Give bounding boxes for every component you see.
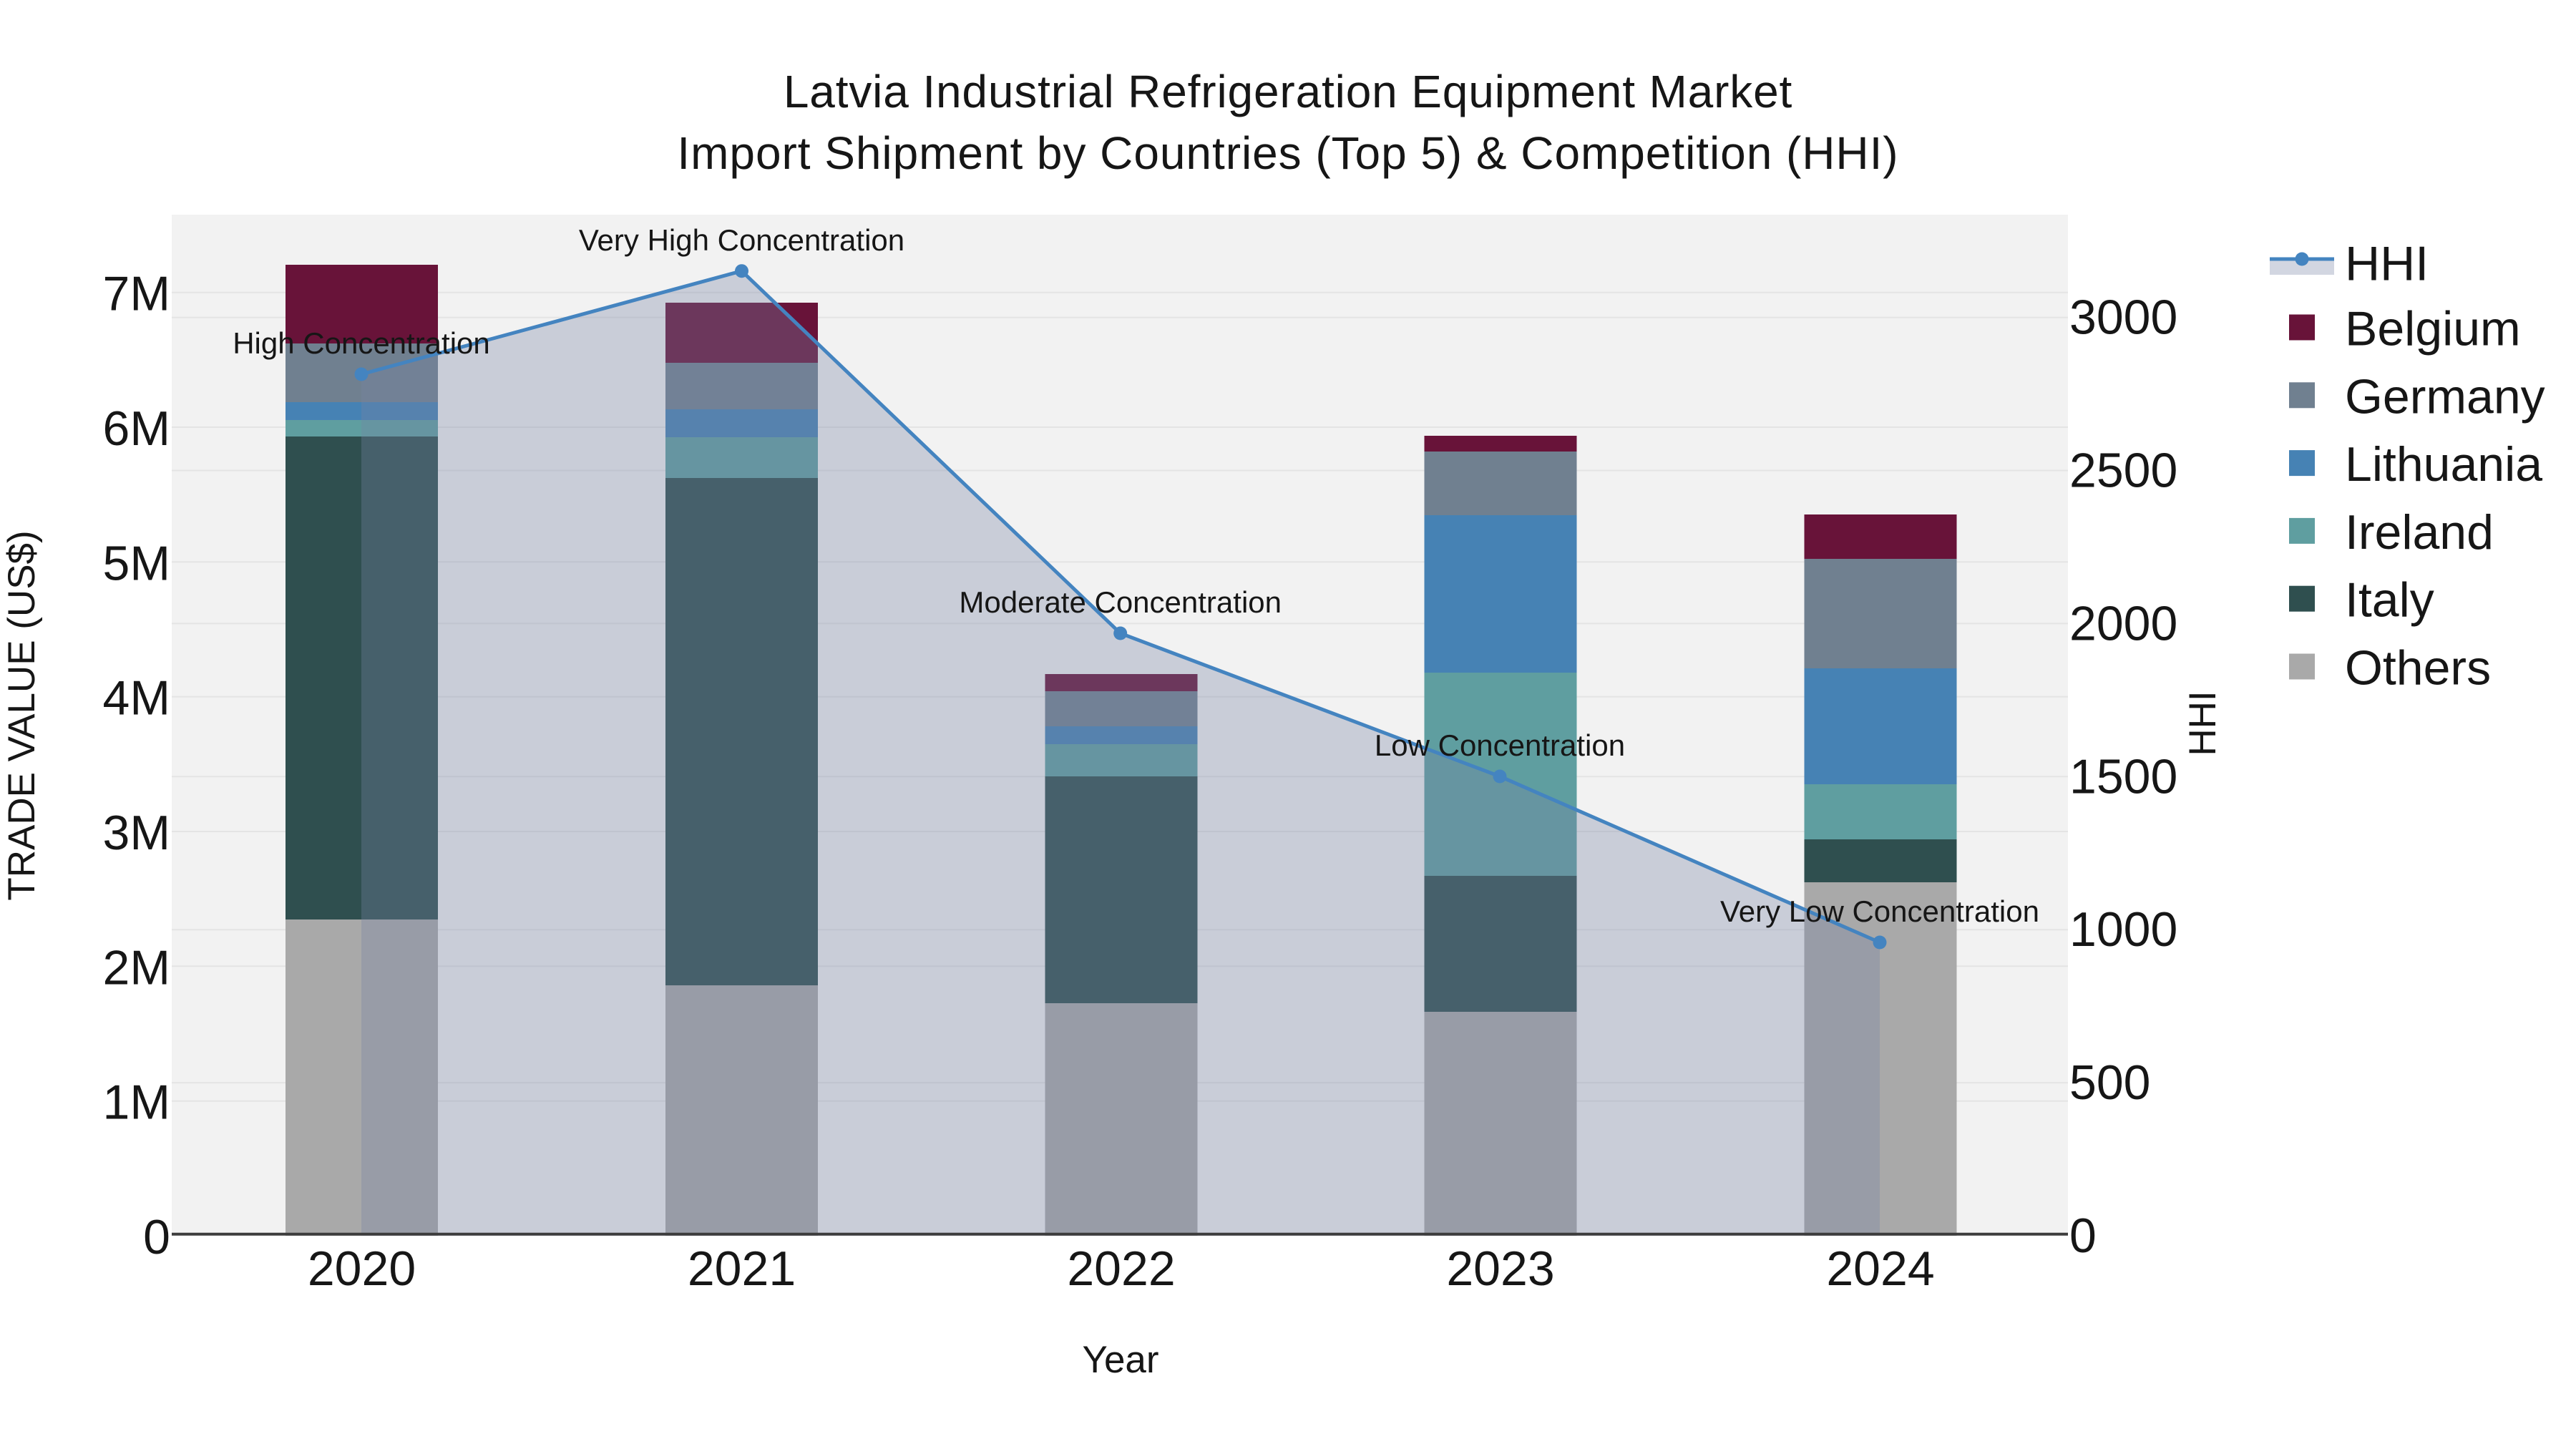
svg-text:Year: Year [1082,1339,1158,1381]
svg-text:2000: 2000 [2069,596,2177,650]
svg-text:2020: 2020 [308,1241,416,1296]
svg-text:HHI: HHI [2345,237,2429,291]
svg-text:Very High Concentration: Very High Concentration [579,223,904,257]
svg-text:7M: 7M [103,267,170,321]
svg-text:1500: 1500 [2069,749,2177,804]
svg-text:2024: 2024 [1826,1241,1934,1296]
svg-text:Others: Others [2345,641,2491,696]
svg-text:Lithuania: Lithuania [2345,437,2542,492]
svg-text:0: 0 [2069,1209,2097,1263]
svg-text:Ireland: Ireland [2345,505,2494,560]
svg-text:1M: 1M [103,1075,170,1130]
svg-text:Italy: Italy [2345,573,2434,628]
svg-text:6M: 6M [103,401,170,456]
svg-text:Moderate Concentration: Moderate Concentration [959,585,1282,619]
svg-text:Very Low Concentration: Very Low Concentration [1720,894,2039,928]
svg-text:2023: 2023 [1446,1241,1554,1296]
svg-text:HHI: HHI [2182,691,2224,756]
svg-text:2500: 2500 [2069,444,2177,498]
svg-text:TRADE VALUE (US$): TRADE VALUE (US$) [1,530,43,900]
svg-text:2M: 2M [103,940,170,995]
svg-text:High Concentration: High Concentration [233,326,490,360]
svg-text:0: 0 [143,1210,170,1264]
svg-text:Latvia Industrial Refrigeratio: Latvia Industrial Refrigeration Equipmen… [784,66,1792,117]
svg-text:1000: 1000 [2069,902,2177,957]
svg-text:Germany: Germany [2345,369,2545,424]
svg-text:3M: 3M [103,806,170,860]
svg-text:2022: 2022 [1067,1241,1175,1296]
svg-text:Low Concentration: Low Concentration [1375,728,1625,762]
svg-text:5M: 5M [103,536,170,590]
svg-text:4M: 4M [103,671,170,726]
svg-text:2021: 2021 [688,1241,796,1296]
svg-text:Import Shipment by Countries (: Import Shipment by Countries (Top 5) & C… [677,127,1898,179]
svg-text:Belgium: Belgium [2345,302,2521,356]
svg-text:500: 500 [2069,1055,2150,1110]
svg-text:3000: 3000 [2069,291,2177,345]
